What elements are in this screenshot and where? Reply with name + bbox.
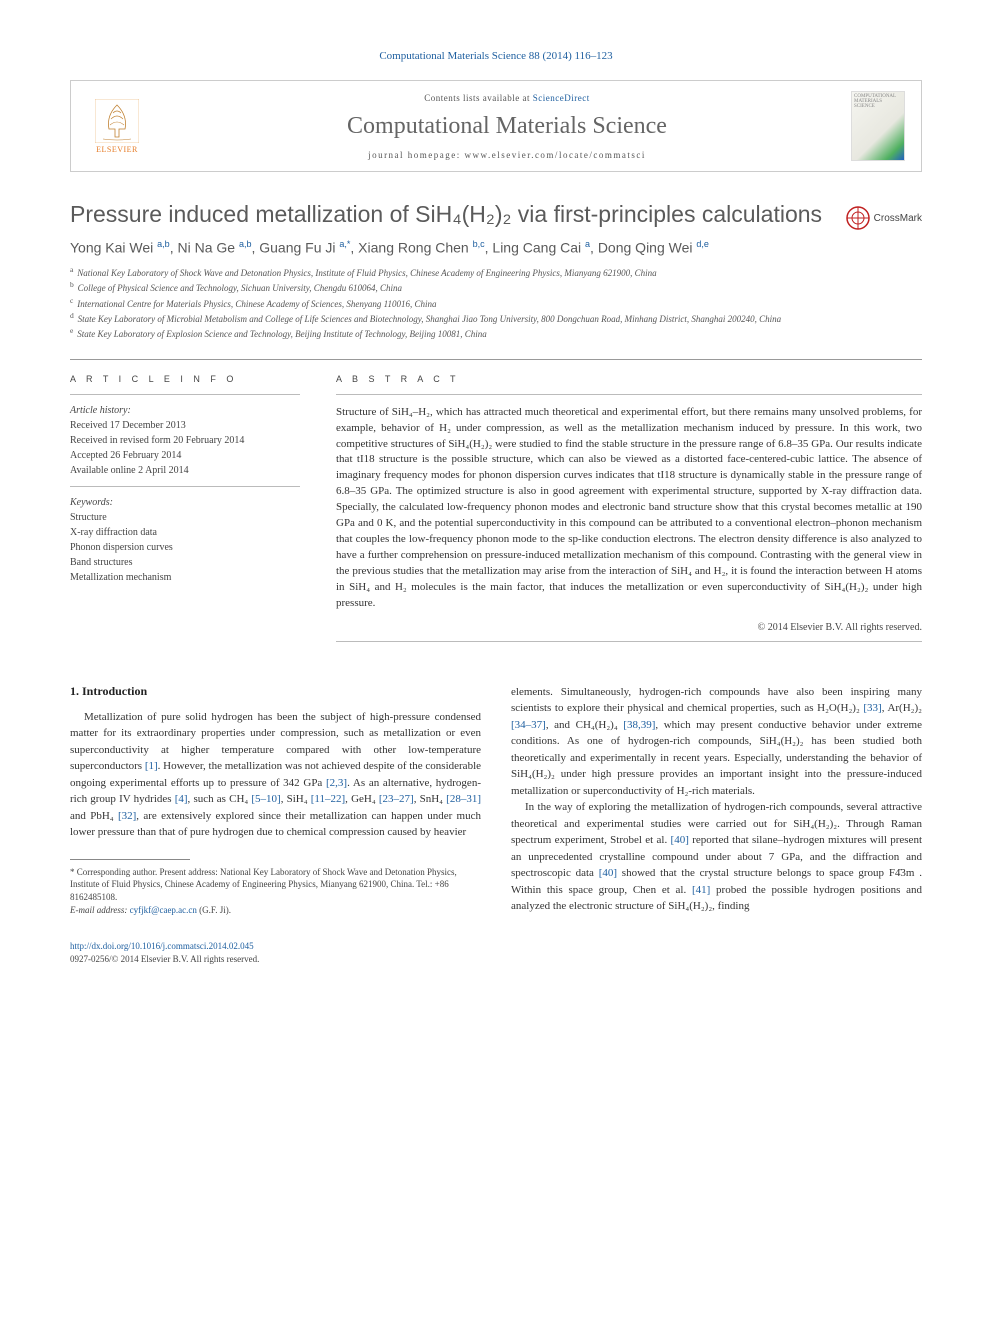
- affiliation-line: d State Key Laboratory of Microbial Meta…: [70, 311, 922, 326]
- corresponding-author-footnote: * Corresponding author. Present address:…: [70, 866, 481, 916]
- abstract-heading: A B S T R A C T: [336, 374, 922, 384]
- citation-ref[interactable]: [38,39]: [623, 719, 655, 731]
- citation-ref[interactable]: [1]: [145, 760, 158, 772]
- journal-header: ELSEVIER Contents lists available at Sci…: [70, 80, 922, 172]
- article-info-column: A R T I C L E I N F O Article history: R…: [70, 374, 300, 642]
- intro-paragraph-1: Metallization of pure solid hydrogen has…: [70, 709, 481, 841]
- section-heading-intro: 1. Introduction: [70, 684, 481, 699]
- journal-cover-thumb[interactable]: COMPUTATIONAL MATERIALS SCIENCE: [851, 91, 905, 161]
- citation-ref[interactable]: [5–10]: [251, 793, 280, 805]
- citation-ref[interactable]: [34–37]: [511, 719, 546, 731]
- intro-paragraph-2: elements. Simultaneously, hydrogen-rich …: [511, 684, 922, 800]
- keywords-label: Keywords:: [70, 495, 300, 510]
- intro-paragraph-3: In the way of exploring the metallizatio…: [511, 799, 922, 915]
- keyword-item: Structure: [70, 510, 300, 525]
- contents-line: Contents lists available at ScienceDirec…: [163, 93, 851, 103]
- footer-block: http://dx.doi.org/10.1016/j.commatsci.20…: [70, 940, 922, 965]
- history-label: Article history:: [70, 403, 300, 418]
- affiliation-line: c International Centre for Materials Phy…: [70, 296, 922, 311]
- citation-ref[interactable]: [2,3]: [326, 777, 347, 789]
- citation-ref[interactable]: [32]: [118, 810, 136, 822]
- footnote-email-link[interactable]: cyfjkf@caep.ac.cn: [130, 905, 197, 915]
- article-info-heading: A R T I C L E I N F O: [70, 374, 300, 384]
- keyword-item: X-ray diffraction data: [70, 525, 300, 540]
- article-history: Article history: Received 17 December 20…: [70, 403, 300, 478]
- elsevier-label: ELSEVIER: [96, 145, 138, 154]
- crossmark-badge[interactable]: CrossMark: [846, 206, 922, 230]
- keyword-item: Phonon dispersion curves: [70, 540, 300, 555]
- citation-ref[interactable]: [41]: [692, 884, 710, 896]
- journal-homepage[interactable]: journal homepage: www.elsevier.com/locat…: [163, 150, 851, 160]
- elsevier-logo[interactable]: ELSEVIER: [87, 91, 147, 161]
- crossmark-icon: [846, 206, 870, 230]
- citation-ref[interactable]: [40]: [599, 867, 617, 879]
- affiliation-line: e State Key Laboratory of Explosion Scie…: [70, 326, 922, 341]
- affiliation-line: b College of Physical Science and Techno…: [70, 280, 922, 295]
- crossmark-label: CrossMark: [874, 213, 922, 224]
- elsevier-tree-icon: [95, 99, 139, 143]
- history-revised: Received in revised form 20 February 201…: [70, 433, 300, 448]
- citation-ref[interactable]: [11–22]: [311, 793, 345, 805]
- footnote-email-label: E-mail address:: [70, 905, 127, 915]
- citation-ref[interactable]: [40]: [671, 834, 689, 846]
- issn-copyright: 0927-0256/© 2014 Elsevier B.V. All right…: [70, 954, 259, 964]
- journal-name: Computational Materials Science: [163, 113, 851, 140]
- doi-link[interactable]: http://dx.doi.org/10.1016/j.commatsci.20…: [70, 941, 254, 951]
- article-title: Pressure induced metallization of SiH₄(H…: [70, 200, 922, 229]
- footnote-corr: * Corresponding author. Present address:…: [70, 866, 481, 904]
- author-list: Yong Kai Wei a,b, Ni Na Ge a,b, Guang Fu…: [70, 239, 922, 256]
- citation-ref[interactable]: [4]: [175, 793, 188, 805]
- history-online: Available online 2 April 2014: [70, 463, 300, 478]
- footnote-separator: [70, 859, 190, 860]
- citation-ref[interactable]: [28–31]: [446, 793, 481, 805]
- history-received: Received 17 December 2013: [70, 418, 300, 433]
- abstract-copyright: © 2014 Elsevier B.V. All rights reserved…: [336, 622, 922, 633]
- footnote-email-author: (G.F. Ji).: [199, 905, 231, 915]
- abstract-text: Structure of SiH₄–H₂, which has attracte…: [336, 405, 922, 612]
- divider: [70, 359, 922, 360]
- affiliation-line: a National Key Laboratory of Shock Wave …: [70, 265, 922, 280]
- keywords-block: Keywords: StructureX-ray diffraction dat…: [70, 495, 300, 585]
- keyword-item: Metallization mechanism: [70, 570, 300, 585]
- abstract-column: A B S T R A C T Structure of SiH₄–H₂, wh…: [336, 374, 922, 642]
- keyword-item: Band structures: [70, 555, 300, 570]
- citation-line: Computational Materials Science 88 (2014…: [70, 50, 922, 62]
- citation-ref[interactable]: [23–27]: [379, 793, 414, 805]
- history-accepted: Accepted 26 February 2014: [70, 448, 300, 463]
- affiliations-block: a National Key Laboratory of Shock Wave …: [70, 265, 922, 340]
- sciencedirect-link[interactable]: ScienceDirect: [533, 93, 590, 103]
- citation-ref[interactable]: [33]: [863, 702, 881, 714]
